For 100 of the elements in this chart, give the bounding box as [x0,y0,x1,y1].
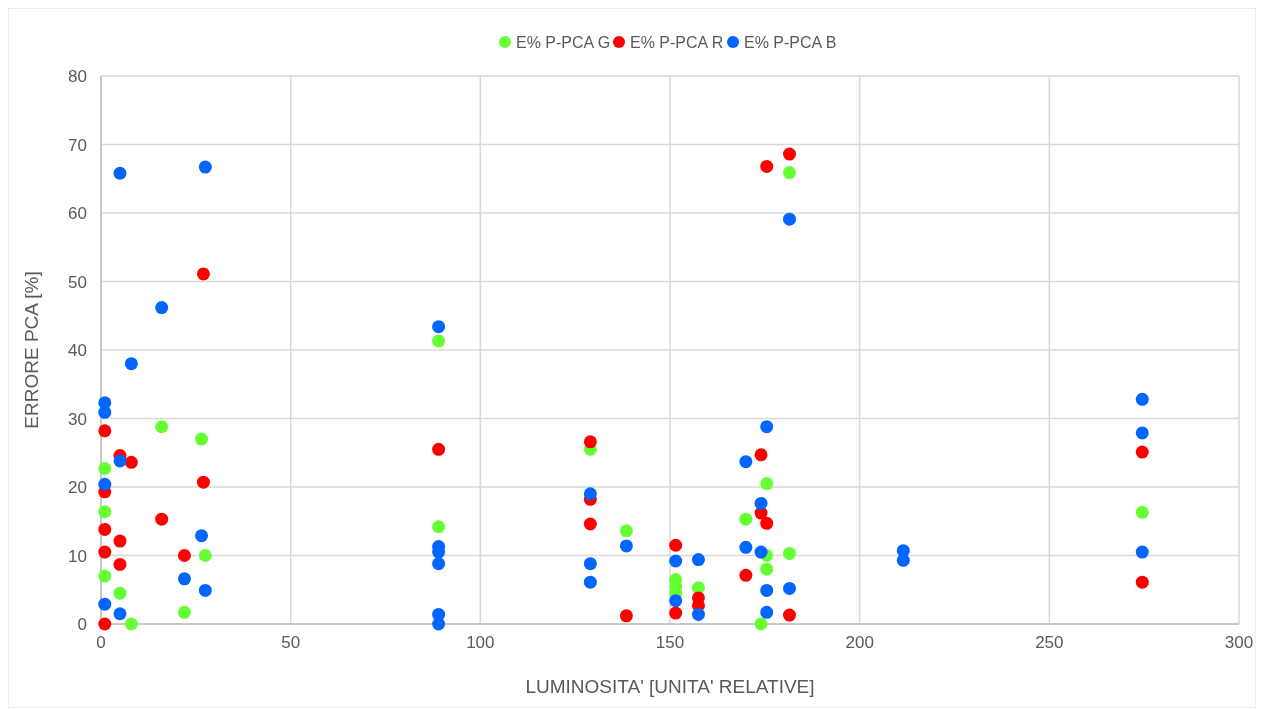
point [195,432,209,446]
point [782,546,796,560]
y-tick-label: 40 [68,341,87,360]
point [155,420,169,434]
point [113,586,127,600]
point [155,512,169,526]
point [98,424,112,438]
point [98,522,112,536]
x-tick-label: 0 [96,633,106,652]
point [177,572,191,586]
point [583,435,597,449]
point [124,455,138,469]
point [124,617,138,631]
y-tick-label: 70 [68,135,87,155]
x-tick-label: 50 [281,633,301,652]
point [782,166,796,180]
point [739,512,753,526]
point [98,405,112,419]
point [198,160,212,174]
point [1135,575,1149,589]
point [760,516,774,530]
x-tick-label: 150 [655,633,685,652]
point [432,617,446,631]
point [691,607,705,621]
point [619,539,633,553]
point [583,557,597,571]
point [619,524,633,538]
y-tick-label: 60 [68,204,87,223]
y-tick-label: 30 [68,409,87,429]
point [583,575,597,589]
point [1135,426,1149,440]
point [583,487,597,501]
point [432,442,446,456]
point [760,420,774,434]
point [760,605,774,619]
point [98,477,112,491]
point [760,477,774,491]
point [760,159,774,173]
point [98,505,112,519]
y-tick-label: 0 [77,615,87,634]
point [196,475,210,489]
point [432,520,446,534]
point [669,538,683,552]
x-axis-title: LUMINOSITA' [UNITA' RELATIVE] [525,676,815,697]
point [739,568,753,582]
point [155,301,169,315]
point [691,553,705,567]
point [669,606,683,620]
point [782,212,796,226]
point [113,454,127,468]
point [739,455,753,469]
point [198,583,212,597]
point [98,617,112,631]
point [98,597,112,611]
point [782,581,796,595]
legend-label: E% P-PCA R [630,34,724,51]
point [98,545,112,559]
point [896,553,910,567]
point [1135,392,1149,406]
point [760,562,774,576]
point [782,608,796,622]
legend-label: E% P-PCA B [744,34,837,51]
y-tick-label: 50 [68,272,87,292]
point [195,529,209,543]
point [124,357,138,371]
point [432,320,446,334]
point [754,617,768,631]
point [1135,545,1149,559]
y-axis-title: ERRORE PCA [%] [21,271,42,429]
y-tick-label: 20 [68,478,87,497]
x-tick-label: 100 [466,633,495,652]
point [432,557,446,571]
point [98,462,112,476]
point [1135,445,1149,459]
point [177,605,191,619]
point [669,554,683,568]
point [754,448,768,462]
point [583,517,597,531]
point [760,583,774,597]
point [1135,505,1149,519]
point [432,334,446,348]
y-tick-label: 10 [68,546,87,566]
point [619,609,633,623]
point [98,569,112,583]
point [113,607,127,621]
point [113,166,127,180]
point [754,496,768,510]
point [669,594,683,608]
point [196,267,210,281]
y-tick-label: 80 [68,67,87,86]
legend-label: E% P-PCA G [516,34,611,51]
point [113,534,127,548]
point [198,549,212,562]
x-tick-label: 200 [845,633,874,652]
point [739,540,753,554]
x-tick-label: 300 [1224,633,1254,652]
point [177,549,191,562]
point [113,557,127,571]
point [754,545,768,559]
point [782,147,796,161]
